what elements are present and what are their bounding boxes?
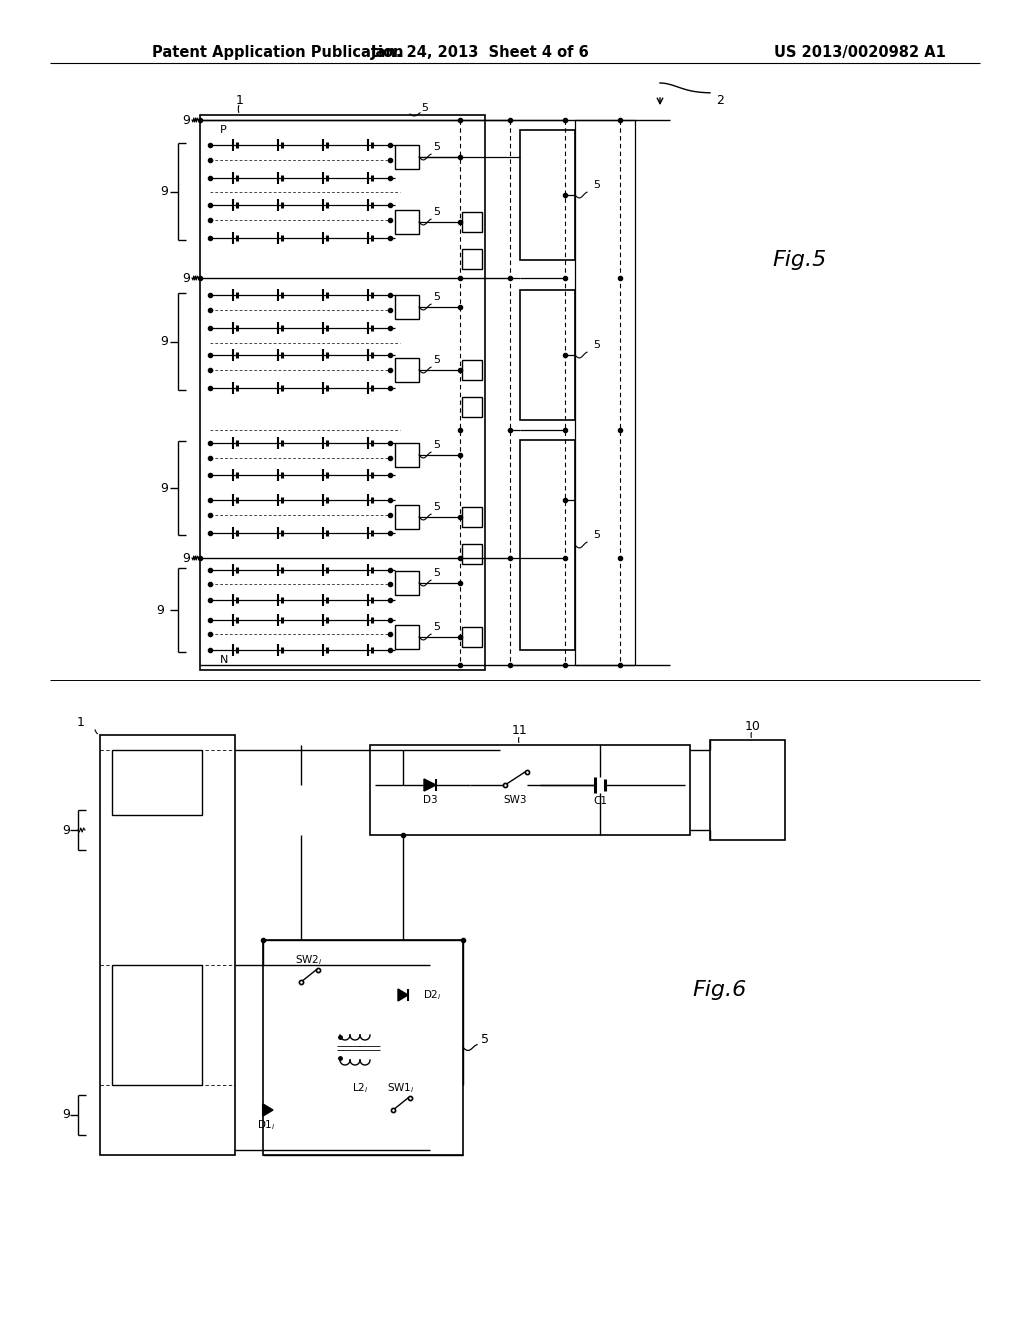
Text: 1: 1 bbox=[237, 94, 244, 107]
Bar bbox=[520, 440, 575, 649]
Bar bbox=[395, 624, 419, 649]
Text: D1$_i$: D1$_i$ bbox=[257, 1118, 275, 1133]
Bar bbox=[462, 249, 482, 269]
Bar bbox=[263, 940, 463, 1155]
Bar bbox=[710, 741, 785, 840]
Bar bbox=[462, 397, 482, 417]
Bar bbox=[462, 507, 482, 527]
Bar bbox=[112, 750, 202, 814]
Bar bbox=[462, 213, 482, 232]
Bar bbox=[395, 294, 419, 319]
Bar bbox=[395, 444, 419, 467]
Text: 5: 5 bbox=[433, 440, 440, 450]
Bar bbox=[112, 965, 202, 1085]
Text: 9: 9 bbox=[160, 335, 168, 348]
Text: 5: 5 bbox=[433, 622, 440, 632]
Text: 5: 5 bbox=[422, 103, 428, 114]
Text: SW2$_i$: SW2$_i$ bbox=[295, 953, 323, 966]
Bar bbox=[462, 360, 482, 380]
Text: Patent Application Publication: Patent Application Publication bbox=[152, 45, 403, 61]
Text: 10: 10 bbox=[744, 719, 761, 733]
Text: 9: 9 bbox=[182, 114, 189, 127]
Bar bbox=[520, 129, 575, 260]
Text: 5: 5 bbox=[594, 341, 600, 350]
Text: 5: 5 bbox=[433, 355, 440, 366]
Text: 9: 9 bbox=[182, 272, 189, 285]
Text: 5: 5 bbox=[433, 502, 440, 512]
Text: Jan. 24, 2013  Sheet 4 of 6: Jan. 24, 2013 Sheet 4 of 6 bbox=[371, 45, 590, 61]
Text: N: N bbox=[220, 655, 228, 665]
Polygon shape bbox=[263, 1104, 273, 1115]
Text: 9: 9 bbox=[160, 185, 168, 198]
Text: 5: 5 bbox=[594, 531, 600, 540]
Bar bbox=[395, 358, 419, 381]
Text: 9: 9 bbox=[160, 482, 168, 495]
Bar bbox=[395, 210, 419, 234]
Text: SW1$_i$: SW1$_i$ bbox=[387, 1081, 415, 1094]
Text: 5: 5 bbox=[481, 1034, 489, 1045]
Text: D3: D3 bbox=[423, 795, 437, 805]
Bar bbox=[200, 115, 485, 671]
Text: SW3: SW3 bbox=[503, 795, 526, 805]
Text: 5: 5 bbox=[433, 568, 440, 578]
Text: 5: 5 bbox=[433, 292, 440, 302]
Text: L2$_i$: L2$_i$ bbox=[352, 1081, 369, 1094]
Text: C1: C1 bbox=[593, 796, 607, 807]
Text: 2: 2 bbox=[716, 94, 724, 107]
Bar bbox=[100, 735, 234, 1155]
Polygon shape bbox=[424, 779, 436, 791]
Text: D2$_i$: D2$_i$ bbox=[423, 989, 441, 1002]
Text: Fig.5: Fig.5 bbox=[773, 249, 827, 271]
Text: 9: 9 bbox=[62, 1109, 70, 1122]
Bar bbox=[395, 145, 419, 169]
Text: 9: 9 bbox=[62, 824, 70, 837]
Text: Fig.6: Fig.6 bbox=[693, 979, 748, 1001]
Bar bbox=[462, 627, 482, 647]
Text: 9: 9 bbox=[156, 603, 164, 616]
Bar bbox=[462, 544, 482, 564]
Text: 11: 11 bbox=[512, 725, 528, 738]
Bar bbox=[520, 290, 575, 420]
Bar bbox=[395, 572, 419, 595]
Bar bbox=[395, 506, 419, 529]
Text: P: P bbox=[220, 125, 226, 135]
Polygon shape bbox=[398, 989, 408, 1001]
Bar bbox=[370, 744, 690, 836]
Text: 9: 9 bbox=[182, 552, 189, 565]
Text: 1: 1 bbox=[77, 717, 85, 730]
Text: 5: 5 bbox=[433, 207, 440, 216]
Text: 5: 5 bbox=[594, 180, 600, 190]
Text: 5: 5 bbox=[433, 143, 440, 152]
Text: US 2013/0020982 A1: US 2013/0020982 A1 bbox=[774, 45, 946, 61]
